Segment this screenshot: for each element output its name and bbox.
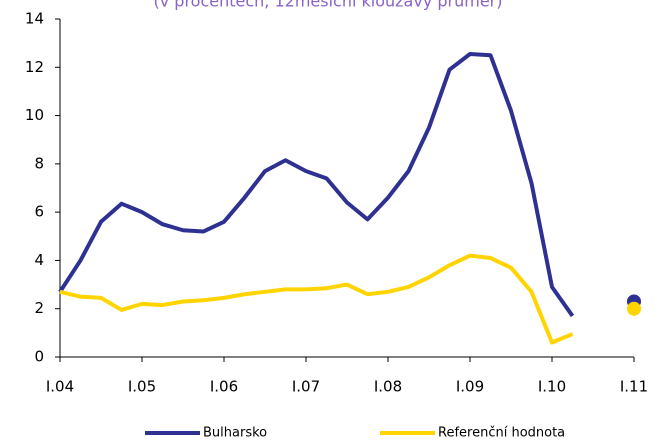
- legend-label: Bulharsko: [203, 426, 267, 441]
- point-marker: [627, 301, 641, 316]
- y-tick-label: 8: [34, 154, 44, 172]
- x-tick-label: I.08: [374, 378, 402, 396]
- y-tick-label: 2: [34, 299, 44, 317]
- y-tick-label: 12: [25, 58, 44, 76]
- x-tick-label: I.06: [210, 378, 238, 396]
- series-line: [59, 253, 574, 345]
- x-tick-label: I.11: [620, 378, 648, 396]
- legend-label: Referenční hodnota: [438, 426, 565, 441]
- series-line: [58, 52, 575, 318]
- y-tick-label: 4: [34, 251, 44, 269]
- y-tick-label: 14: [25, 10, 44, 28]
- y-tick-label: 6: [34, 203, 44, 221]
- x-tick-label: I.04: [46, 378, 74, 396]
- y-tick-label: 10: [25, 106, 44, 124]
- y-tick-label: 0: [34, 348, 44, 366]
- x-tick-label: I.07: [292, 378, 320, 396]
- x-tick-label: I.09: [456, 378, 484, 396]
- chart-subtitle: (v procentech, 12měsíční klouzavý průměr…: [153, 0, 502, 11]
- x-tick-label: I.05: [128, 378, 156, 396]
- x-tick-label: I.10: [538, 378, 566, 396]
